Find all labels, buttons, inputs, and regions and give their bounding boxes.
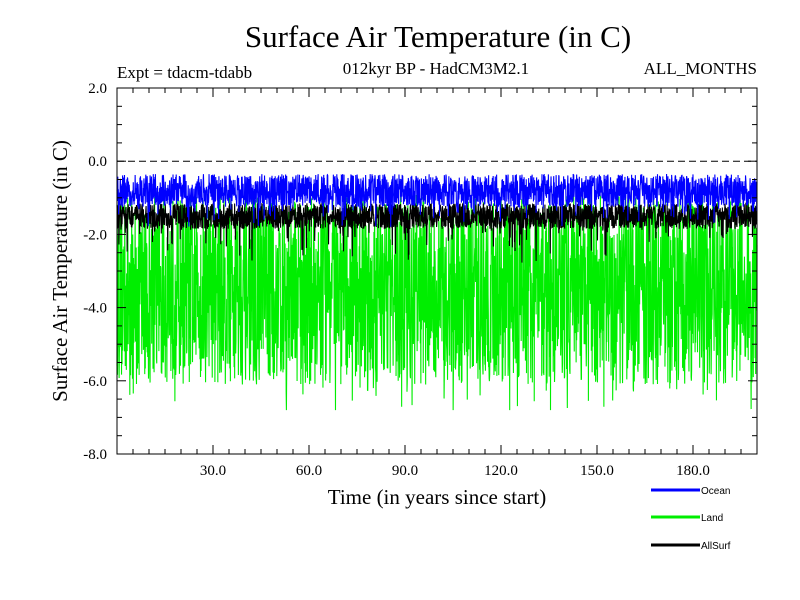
legend-label-allsurf: AllSurf: [701, 541, 731, 552]
legend: Ocean Land AllSurf: [651, 486, 731, 552]
series-line-land: [116, 194, 758, 411]
x-tick-label: 150.0: [580, 463, 614, 479]
y-axis-label: Surface Air Temperature (in C): [48, 140, 72, 402]
x-tick-label: 60.0: [296, 463, 322, 479]
x-tick-label: 90.0: [392, 463, 418, 479]
experiment-label: Expt = tdacm-tdabb: [117, 63, 252, 82]
chart-title: Surface Air Temperature (in C): [245, 19, 631, 54]
y-tick-label: -4.0: [83, 301, 107, 317]
y-tick-label: -6.0: [83, 374, 107, 390]
y-tick-label: -8.0: [83, 447, 107, 463]
x-tick-label: 180.0: [676, 463, 710, 479]
y-tick-label: 0.0: [88, 154, 107, 170]
plot-series: [116, 173, 758, 411]
legend-label-land: Land: [701, 513, 723, 524]
y-tick-label: -2.0: [83, 227, 107, 243]
x-tick-label: 30.0: [200, 463, 226, 479]
y-tick-label: 2.0: [88, 81, 107, 97]
legend-label-ocean: Ocean: [701, 486, 730, 497]
x-tick-label: 120.0: [484, 463, 518, 479]
axes: 30.0 60.0 90.0 120.0 150.0 180.0 -8.0 -6.0 -4.0 -…: [83, 81, 758, 479]
months-label: ALL_MONTHS: [644, 59, 757, 78]
x-axis-label: Time (in years since start): [328, 485, 547, 509]
series-line-ocean: [116, 173, 758, 227]
period-model-label: 012kyr BP - HadCM3M2.1: [343, 59, 529, 78]
series-line-allsurf: [116, 201, 758, 263]
